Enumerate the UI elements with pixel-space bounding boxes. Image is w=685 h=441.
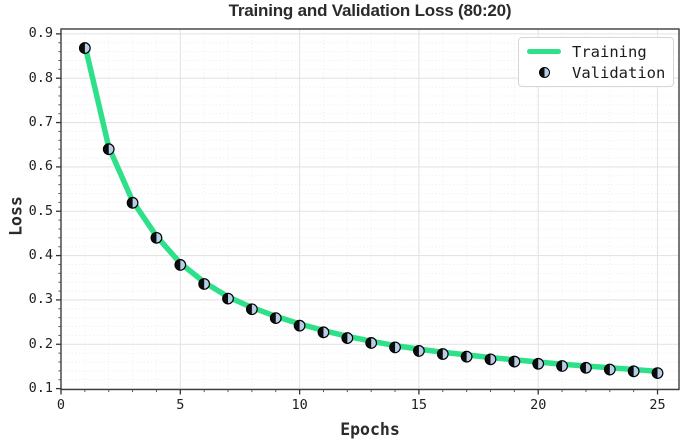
y-axis-label: Loss bbox=[6, 196, 26, 236]
y-tick-label: 0.3 bbox=[28, 291, 53, 308]
legend-label-validation: Validation bbox=[572, 63, 666, 82]
x-tick-label: 25 bbox=[649, 396, 666, 413]
legend-item-validation: Validation bbox=[527, 62, 665, 83]
x-tick-label: 5 bbox=[176, 396, 185, 413]
legend-swatch-slot bbox=[527, 49, 561, 54]
y-tick-label: 0.4 bbox=[28, 247, 53, 264]
legend: Training Validation bbox=[518, 37, 674, 87]
y-tick-label: 0.2 bbox=[28, 335, 53, 352]
x-tick-label: 10 bbox=[291, 396, 308, 413]
y-tick-label: 0.1 bbox=[28, 380, 53, 397]
x-tick-label: 20 bbox=[530, 396, 547, 413]
legend-label-training: Training bbox=[572, 42, 647, 61]
y-tick-label: 0.6 bbox=[28, 158, 53, 175]
legend-line-swatch-icon bbox=[527, 49, 561, 54]
x-tick-label: 0 bbox=[56, 396, 66, 413]
x-axis-label: Epochs bbox=[340, 420, 400, 439]
y-tick-label: 0.8 bbox=[28, 69, 53, 86]
x-tick-label: 15 bbox=[410, 396, 428, 413]
legend-half-circle-marker-icon bbox=[538, 67, 550, 78]
y-tick-label: 0.5 bbox=[28, 202, 53, 219]
chart-title: Training and Validation Loss (80:20) bbox=[228, 1, 512, 20]
legend-item-training: Training bbox=[527, 41, 665, 62]
y-tick-label: 0.7 bbox=[28, 114, 53, 131]
y-tick-label: 0.9 bbox=[28, 25, 53, 42]
legend-swatch-slot bbox=[527, 67, 561, 78]
